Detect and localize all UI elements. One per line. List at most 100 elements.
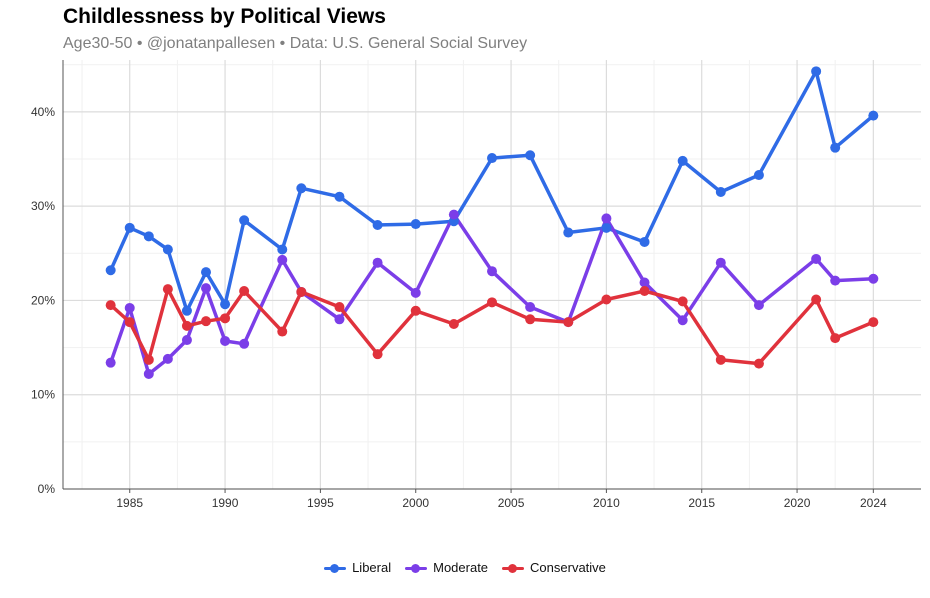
data-point-moderate	[124, 302, 135, 313]
data-point-moderate	[162, 353, 173, 364]
y-tick-label: 20%	[31, 293, 55, 307]
data-point-moderate	[487, 266, 497, 277]
x-tick-label: 2010	[593, 496, 620, 510]
data-point-conservative	[239, 286, 250, 296]
data-point-conservative	[124, 317, 135, 328]
data-point-moderate	[811, 253, 822, 264]
data-point-moderate	[601, 213, 612, 224]
data-point-conservative	[525, 314, 536, 325]
data-point-conservative	[220, 313, 231, 324]
data-point-conservative	[601, 294, 612, 305]
data-point-conservative	[868, 317, 879, 328]
minor-gridlines	[63, 60, 921, 489]
legend-label: Moderate	[433, 560, 489, 575]
data-point-conservative	[448, 319, 459, 329]
data-point-liberal	[487, 153, 497, 164]
data-point-moderate	[525, 302, 536, 313]
x-axis-ticks: 1985 1990 1995 2000 2005 2010 2015 2020 2024	[116, 496, 887, 510]
legend-label: Liberal	[352, 560, 392, 575]
data-point-conservative	[143, 354, 154, 365]
data-point-moderate	[830, 275, 841, 286]
legend-key-icon	[502, 561, 525, 575]
data-point-conservative	[639, 286, 650, 296]
data-point-conservative	[753, 358, 764, 369]
legend-label: Conservative	[530, 560, 606, 575]
data-point-conservative	[563, 317, 574, 328]
data-point-conservative	[372, 349, 383, 360]
data-point-liberal	[677, 155, 688, 166]
data-point-liberal	[181, 305, 192, 316]
data-point-conservative	[277, 326, 288, 337]
data-point-liberal	[372, 220, 383, 230]
data-point-moderate	[334, 314, 345, 325]
data-point-liberal	[239, 215, 250, 226]
data-point-liberal	[105, 265, 116, 276]
y-tick-label: 0%	[38, 482, 56, 496]
data-point-conservative	[410, 305, 421, 316]
data-point-liberal	[868, 110, 879, 121]
data-point-moderate	[201, 283, 211, 294]
data-point-moderate	[143, 368, 154, 379]
data-point-conservative	[105, 300, 116, 311]
y-tick-label: 30%	[31, 199, 55, 213]
data-point-conservative	[201, 316, 211, 327]
data-point-liberal	[201, 267, 211, 278]
legend-item-liberal: Liberal	[324, 560, 391, 575]
data-point-moderate	[410, 287, 421, 298]
data-point-liberal	[143, 231, 154, 242]
data-point-conservative	[181, 320, 192, 331]
legend: Liberal Moderate Conservative	[0, 560, 930, 575]
legend-key-icon	[324, 561, 347, 575]
data-point-liberal	[639, 236, 650, 247]
data-point-moderate	[239, 338, 250, 349]
data-point-liberal	[220, 299, 231, 310]
data-point-liberal	[830, 142, 841, 153]
data-point-conservative	[334, 302, 345, 313]
y-axis-ticks: 0% 10% 20% 30% 40%	[31, 105, 55, 496]
data-point-conservative	[487, 297, 497, 308]
x-tick-label: 2000	[402, 496, 429, 510]
data-point-liberal	[811, 66, 822, 77]
data-point-conservative	[715, 354, 726, 365]
data-point-conservative	[811, 294, 822, 305]
data-point-moderate	[868, 273, 879, 284]
data-point-conservative	[296, 286, 307, 297]
x-tick-label: 2015	[688, 496, 715, 510]
data-point-moderate	[448, 209, 459, 220]
data-point-liberal	[162, 244, 173, 255]
x-tick-label: 1990	[212, 496, 239, 510]
legend-item-moderate: Moderate	[405, 560, 488, 575]
data-point-liberal	[601, 222, 612, 233]
x-tick-label: 1995	[307, 496, 334, 510]
legend-key-icon	[405, 561, 428, 575]
data-point-moderate	[372, 257, 383, 268]
data-point-liberal	[563, 227, 574, 238]
data-point-liberal	[753, 170, 764, 181]
y-tick-label: 40%	[31, 105, 55, 119]
data-point-conservative	[830, 333, 841, 344]
data-point-moderate	[715, 257, 726, 268]
x-tick-label: 2005	[498, 496, 525, 510]
axes	[62, 60, 921, 493]
data-point-moderate	[677, 315, 688, 326]
data-point-conservative	[677, 296, 688, 307]
data-point-liberal	[334, 191, 345, 202]
data-point-conservative	[162, 284, 173, 295]
series-points	[105, 66, 879, 379]
data-point-liberal	[715, 187, 726, 197]
data-point-liberal	[277, 244, 288, 255]
data-point-liberal	[525, 150, 536, 161]
data-point-moderate	[105, 357, 116, 368]
x-tick-label: 2020	[784, 496, 811, 510]
data-point-liberal	[410, 219, 421, 230]
data-point-moderate	[220, 335, 231, 346]
data-point-moderate	[639, 277, 650, 288]
data-point-moderate	[753, 300, 764, 311]
chart-title: Childlessness by Political Views	[63, 5, 386, 28]
data-point-liberal	[296, 183, 307, 194]
y-tick-label: 10%	[31, 388, 55, 402]
x-tick-label: 2024	[860, 496, 887, 510]
x-tick-label: 1985	[116, 496, 143, 510]
data-point-moderate	[277, 254, 288, 265]
